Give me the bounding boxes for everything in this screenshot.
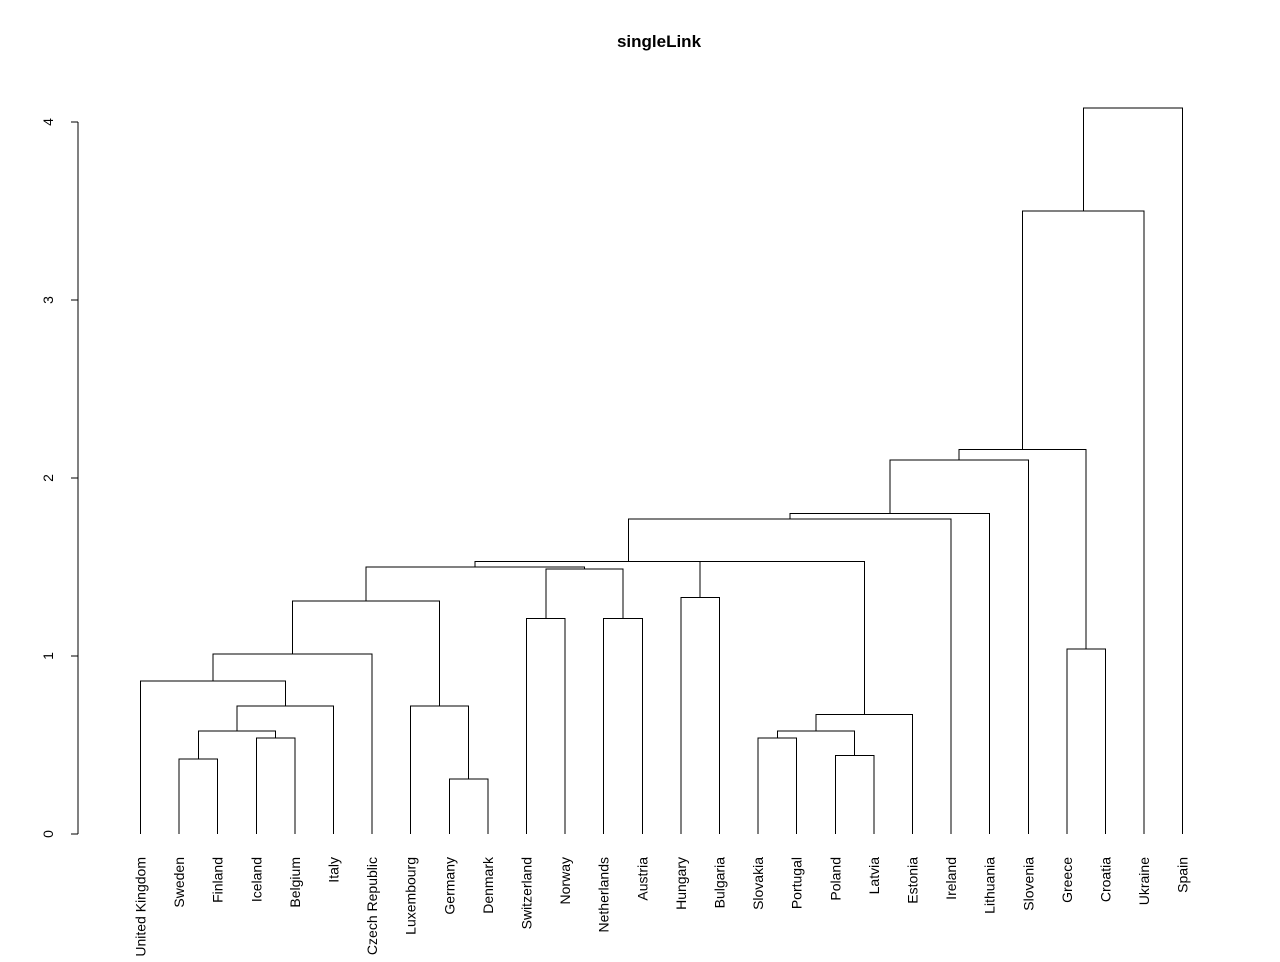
dendrogram-branch <box>699 561 865 715</box>
leaf-label: Portugal <box>789 857 805 909</box>
leaf-label: Bulgaria <box>712 857 728 909</box>
leaf-label: United Kingdom <box>133 857 149 957</box>
y-tick-label: 1 <box>40 652 56 660</box>
dendrogram-branch <box>474 561 783 567</box>
leaf-label: Luxembourg <box>403 857 419 935</box>
leaf-label: Slovenia <box>1020 857 1036 911</box>
leaf-label: Greece <box>1059 857 1075 903</box>
leaf-label: Denmark <box>480 856 496 914</box>
y-tick-label: 3 <box>40 296 56 304</box>
leaf-label: Slovakia <box>750 857 766 910</box>
dendrogram-branch <box>236 705 334 834</box>
dendrogram-branch <box>603 618 643 834</box>
dendrogram-branch <box>834 755 875 834</box>
leaf-label: Spain <box>1175 857 1191 893</box>
dendrogram-branch <box>410 705 470 834</box>
dendrogram-branches <box>140 107 1184 834</box>
dendrogram-branch <box>1022 210 1145 834</box>
leaf-label: Ireland <box>943 857 959 900</box>
leaf-label: Latvia <box>866 857 882 895</box>
leaf-label: Belgium <box>287 857 303 908</box>
dendrogram-branch <box>1082 107 1184 834</box>
leaf-label: Hungary <box>673 857 689 910</box>
leaf-label: Germany <box>441 857 457 915</box>
dendrogram-branch <box>448 778 489 834</box>
dendrogram-branch <box>197 730 277 760</box>
dendrogram-branch <box>815 714 913 834</box>
y-tick-label: 0 <box>40 830 56 838</box>
leaf-label: Iceland <box>248 857 264 902</box>
dendrogram-branch <box>140 680 286 834</box>
dendrogram-branch <box>178 758 219 834</box>
dendrogram-branch <box>889 459 1029 834</box>
leaf-label: Finland <box>210 857 226 903</box>
leaf-label: Ukraine <box>1136 857 1152 905</box>
leaf-labels: United Kingdom Sweden Finland Iceland Belgiu… <box>133 856 1191 957</box>
dendrogram-branch <box>545 568 624 619</box>
dendrogram-branch <box>255 737 296 834</box>
leaf-label: Norway <box>557 857 573 904</box>
dendrogram-branch <box>958 449 1087 649</box>
leaf-label: Switzerland <box>519 857 535 929</box>
leaf-label: Czech Republic <box>364 857 380 955</box>
leaf-label: Sweden <box>171 857 187 908</box>
leaf-label: Estonia <box>905 857 921 904</box>
leaf-label: Austria <box>634 857 650 901</box>
dendrogram-branch <box>628 518 952 834</box>
dendrogram-branch <box>365 566 585 601</box>
y-axis: 0 1 2 3 4 <box>40 118 78 838</box>
dendrogram-branch <box>291 600 441 706</box>
dendrogram-branch <box>776 730 856 756</box>
dendrogram-branch <box>1066 648 1106 834</box>
leaf-label: Lithuania <box>982 857 998 914</box>
dendrogram-branch <box>680 596 720 834</box>
leaf-label: Poland <box>827 857 843 901</box>
dendrogram-branch <box>526 618 566 834</box>
dendrogram-branch <box>757 737 798 834</box>
leaf-label: Italy <box>326 857 342 883</box>
y-tick-label: 4 <box>40 118 56 126</box>
y-tick-label: 2 <box>40 474 56 482</box>
leaf-label: Netherlands <box>596 857 612 933</box>
leaf-label: Croatia <box>1098 857 1114 902</box>
chart-title: singleLink <box>617 32 702 51</box>
